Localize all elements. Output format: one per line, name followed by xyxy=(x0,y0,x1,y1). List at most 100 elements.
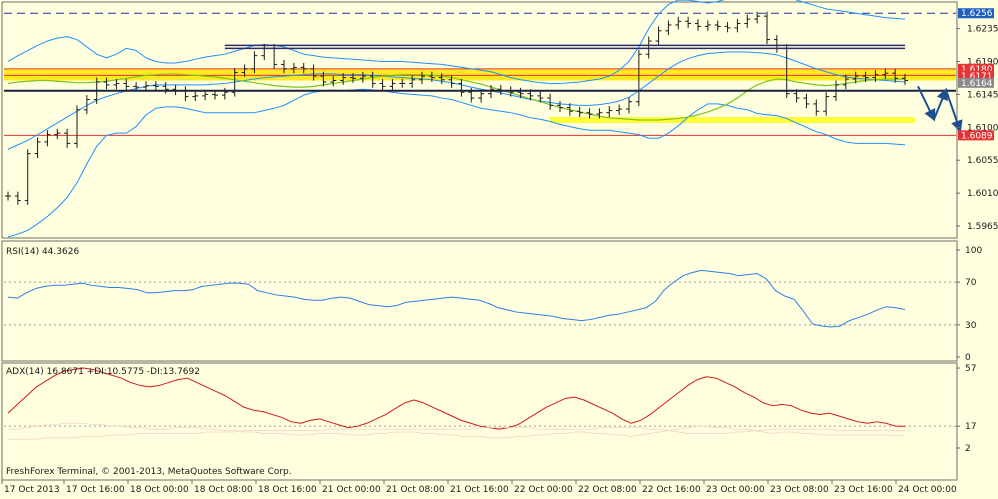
price-axis: 1.6235 1.6190 1.6145 1.6100 1.6055 1.6010 1.59… xyxy=(956,8,998,232)
adx-main-line xyxy=(7,367,906,430)
ohlc-bar xyxy=(261,43,268,61)
ohlc-bar xyxy=(695,19,701,31)
rsi-tick-label: 0 xyxy=(965,353,971,363)
rsi-line xyxy=(7,269,906,328)
bollinger-lower-line xyxy=(7,88,906,238)
ohlc-bar xyxy=(852,71,859,84)
ohlc-bar xyxy=(428,71,435,82)
ohlc-bar xyxy=(773,35,780,53)
ohlc-bar xyxy=(320,71,327,87)
price-label-box xyxy=(958,63,994,74)
ohlc-bar xyxy=(724,22,731,33)
ohlc-bar xyxy=(340,73,347,85)
time-tick-label: 22 Oct 00:00 xyxy=(514,485,573,495)
ohlc-bar xyxy=(54,128,61,140)
adx-title: ADX(14) 16.8671 +DI:10.5775 -DI:13.7692 xyxy=(6,367,200,377)
ohlc-bar xyxy=(626,97,632,114)
rsi-indicator: 100 70 30 0 xyxy=(4,246,982,363)
moving-average-line xyxy=(7,73,905,121)
time-tick-label: 21 Oct 16:00 xyxy=(450,485,509,495)
ohlc-bar xyxy=(586,108,593,119)
ohlc-bar xyxy=(872,70,879,82)
ohlc-bar xyxy=(369,71,376,88)
rsi-tick-label: 100 xyxy=(965,246,982,256)
time-tick-label: 22 Oct 16:00 xyxy=(642,485,701,495)
ohlc-bar xyxy=(803,93,810,109)
ohlc-bar xyxy=(744,14,751,28)
forecast-arrow xyxy=(945,89,963,133)
ohlc-bar xyxy=(103,77,110,90)
ohlc-bar xyxy=(251,51,258,74)
ohlc-bar xyxy=(44,130,51,147)
ohlc-bar xyxy=(902,73,908,85)
ohlc-bar xyxy=(714,20,721,31)
price-label-text: 1.6089 xyxy=(961,131,993,141)
adx-tick-label: 2 xyxy=(965,444,971,454)
plus-di-line xyxy=(8,422,905,439)
price-label: 1.6089 xyxy=(958,130,994,141)
adx-panel xyxy=(1,362,958,481)
adx-tick-label: 17 xyxy=(965,422,976,432)
minus-di-line xyxy=(8,427,905,440)
price-label-box xyxy=(958,130,994,141)
ohlc-bar xyxy=(616,104,623,115)
time-tick-label: 17 Oct 2013 xyxy=(4,485,60,495)
ohlc-bar xyxy=(359,71,366,83)
forecast-arrow xyxy=(933,87,948,120)
price-tick-label: 1.6055 xyxy=(967,156,998,166)
ohlc-bar xyxy=(389,79,396,91)
ohlc-bar xyxy=(123,79,130,91)
ohlc-bar xyxy=(665,20,672,36)
ohlc-bar xyxy=(241,64,248,77)
ohlc-bar xyxy=(74,105,80,148)
price-tick-label: 1.6190 xyxy=(967,58,998,68)
time-tick-label: 24 Oct 00:00 xyxy=(898,485,957,495)
price-tick-label: 1.6235 xyxy=(967,25,998,35)
price-label-text: 1.6256 xyxy=(961,9,993,19)
price-tick-label: 1.5965 xyxy=(967,222,998,232)
ohlc-bar xyxy=(675,16,682,30)
ohlc-bar xyxy=(379,79,386,91)
time-tick-label: 22 Oct 08:00 xyxy=(578,485,637,495)
ohlc-bar xyxy=(704,20,711,31)
time-tick-label: 18 Oct 08:00 xyxy=(194,485,253,495)
price-tick-label: 1.6145 xyxy=(967,90,998,100)
rsi-tick-label: 70 xyxy=(965,278,977,288)
price-levels xyxy=(4,12,956,136)
price-label: 1.6171 xyxy=(958,70,994,82)
ohlc-bar xyxy=(409,75,416,88)
bollinger-middle-line xyxy=(7,51,906,150)
ohlc-bar xyxy=(685,16,692,28)
ohlc-bar xyxy=(5,191,11,201)
time-tick-label: 23 Oct 16:00 xyxy=(834,485,893,495)
price-tick-label: 1.6100 xyxy=(967,123,998,133)
ohlc-bar xyxy=(231,68,238,97)
ohlc-bar xyxy=(754,11,761,24)
ohlc-bar xyxy=(300,62,307,74)
ohlc-bar xyxy=(221,87,228,100)
ohlc-bar xyxy=(576,106,583,118)
price-tick-label: 1.6010 xyxy=(967,189,998,199)
ohlc-bar xyxy=(517,87,524,99)
ohlc-bar xyxy=(448,75,455,88)
price-label-text: 1.6171 xyxy=(961,72,993,82)
price-label-text: 1.6180 xyxy=(961,65,993,75)
time-tick-label: 18 Oct 16:00 xyxy=(258,485,317,495)
time-tick-label: 21 Oct 08:00 xyxy=(386,485,445,495)
bollinger-upper-line xyxy=(7,0,906,84)
ohlc-bar xyxy=(83,95,90,115)
adx-tick-label: 57 xyxy=(965,364,976,374)
ohlc-bar xyxy=(290,62,297,74)
price-label: 1.6180 xyxy=(958,63,994,75)
target-band xyxy=(550,117,915,123)
ohlc-bar xyxy=(764,11,770,44)
time-tick-label: 17 Oct 16:00 xyxy=(66,485,125,495)
ohlc-bar xyxy=(350,73,356,83)
ohlc-bar xyxy=(734,19,741,33)
ohlc-bar xyxy=(635,49,642,107)
ohlc-bar xyxy=(182,86,189,101)
ohlc-bar xyxy=(330,76,337,87)
price-label-box xyxy=(958,77,994,88)
ohlc-bar xyxy=(310,64,317,81)
price-label-box xyxy=(958,8,994,19)
